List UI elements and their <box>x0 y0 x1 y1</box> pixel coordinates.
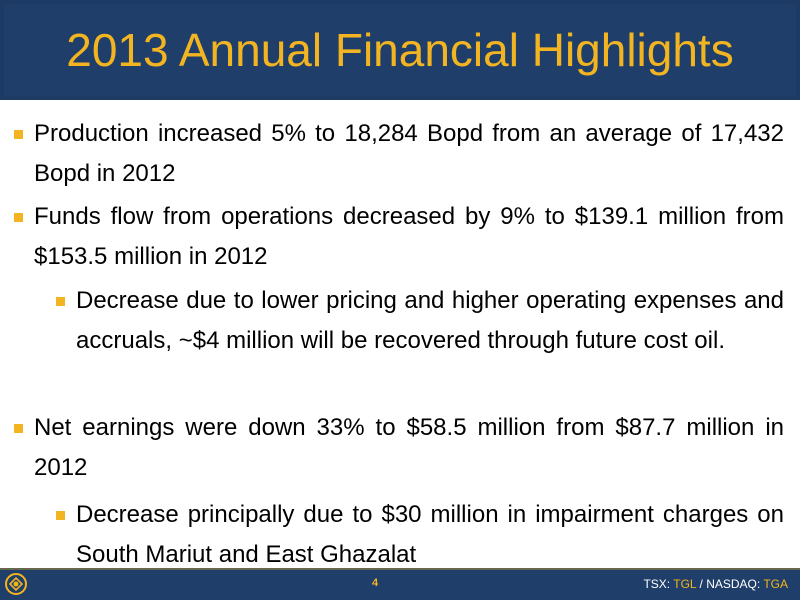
bullet-text: Funds flow from operations decreased by … <box>34 203 784 270</box>
bullet-text: Net earnings were down 33% to $58.5 mill… <box>34 414 784 481</box>
bullet-item: Net earnings were down 33% to $58.5 mill… <box>14 408 784 488</box>
bullet-item: Production increased 5% to 18,284 Bopd f… <box>14 114 784 194</box>
title-bar: 2013 Annual Financial Highlights <box>0 0 800 100</box>
footer-divider <box>0 568 800 570</box>
footer-bar: 4 TSX: TGL / NASDAQ: TGA <box>0 568 800 600</box>
slide-title: 2013 Annual Financial Highlights <box>66 24 734 76</box>
sub-bullet-text: Decrease principally due to $30 million … <box>76 501 784 568</box>
tsx-label: TSX: <box>643 577 674 591</box>
bullet-text: Production increased 5% to 18,284 Bopd f… <box>34 120 784 187</box>
bullet-item: Funds flow from operations decreased by … <box>14 197 784 277</box>
tsx-symbol: TGL <box>673 577 697 591</box>
bullet-marker-icon <box>14 213 23 222</box>
ticker-separator: / <box>696 577 707 591</box>
ticker-symbols: TSX: TGL / NASDAQ: TGA <box>643 577 788 591</box>
sub-bullet-item: Decrease due to lower pricing and higher… <box>56 281 784 361</box>
sub-bullet-item: Decrease principally due to $30 million … <box>56 495 784 575</box>
nasdaq-label: NASDAQ: <box>706 577 764 591</box>
bullet-marker-icon <box>56 511 65 520</box>
sub-bullet-text: Decrease due to lower pricing and higher… <box>76 287 784 354</box>
nasdaq-symbol: TGA <box>763 577 788 591</box>
page-number: 4 <box>371 577 379 589</box>
bullet-marker-icon <box>14 424 23 433</box>
company-logo-icon <box>5 573 27 595</box>
title-bar-inner <box>4 4 796 96</box>
bullet-marker-icon <box>14 130 23 139</box>
slide-content: Production increased 5% to 18,284 Bopd f… <box>0 106 800 568</box>
bullet-marker-icon <box>56 297 65 306</box>
